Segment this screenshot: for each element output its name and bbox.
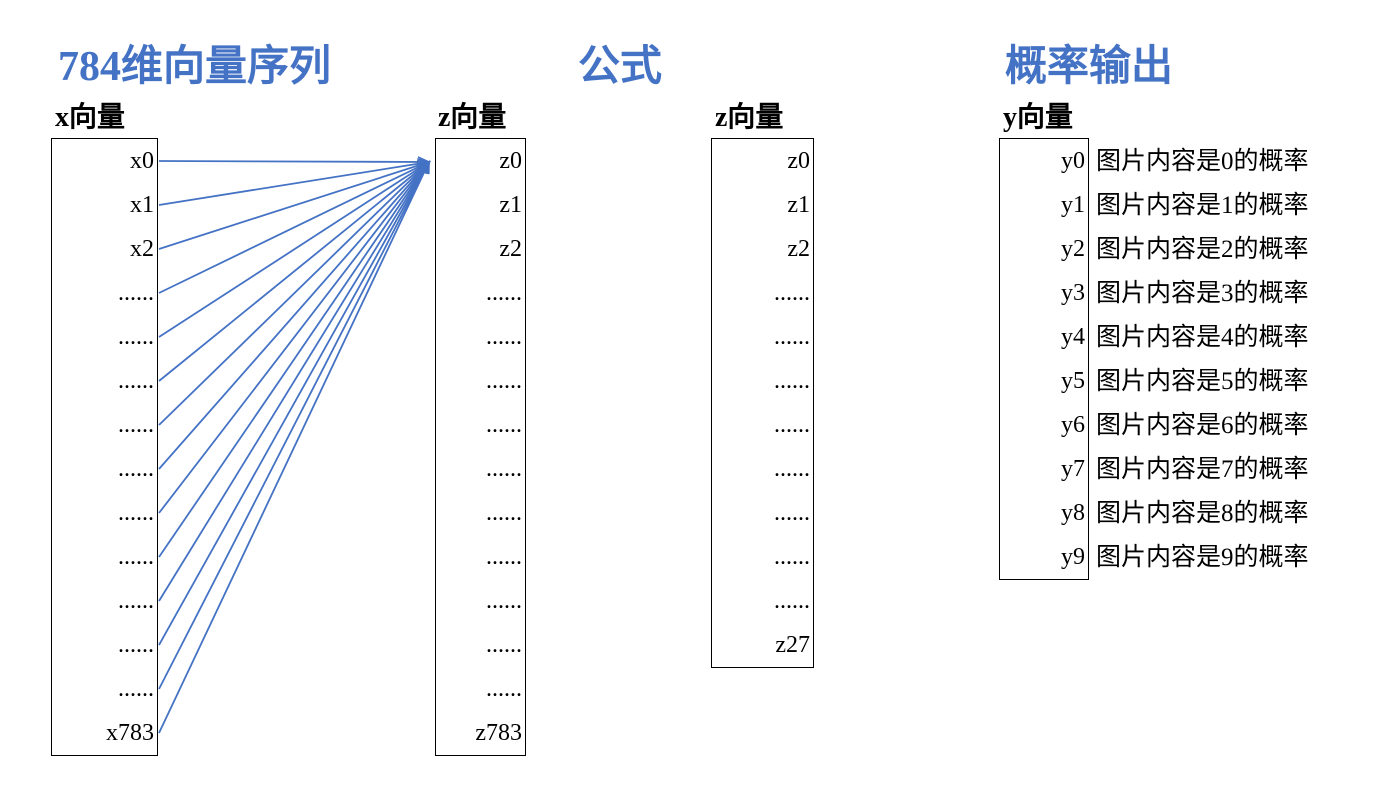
z-vector-first-label: z向量 (438, 102, 507, 133)
y-vector-cell: y2 (1061, 236, 1085, 262)
arrow-line (158, 160, 431, 338)
z-vector-cell: ...... (486, 324, 522, 350)
arrow-line (158, 160, 431, 602)
y-vector-row: y1 图片内容是1的概率 (1000, 183, 1309, 227)
x-vector-cell: ...... (118, 368, 154, 394)
probability-description: 图片内容是4的概率 (1096, 323, 1309, 351)
y-vector-cell: y0 (1061, 148, 1085, 174)
y-vector-label: y向量 (1003, 102, 1074, 133)
z-vector-cell: z783 (475, 720, 522, 746)
probability-description: 图片内容是2的概率 (1096, 235, 1309, 263)
y-vector-cell: y1 (1061, 192, 1085, 218)
z-vector-second-label: z向量 (715, 102, 784, 133)
arrow-line (158, 160, 431, 558)
arrow-line (158, 158, 431, 206)
probability-description: 图片内容是7的概率 (1096, 455, 1309, 483)
arrow-line (158, 160, 431, 382)
probability-description: 图片内容是0的概率 (1096, 147, 1309, 175)
probability-description: 图片内容是9的概率 (1096, 543, 1309, 571)
z-vector-cell: ...... (774, 412, 810, 438)
z-vector-cell: z0 (499, 148, 522, 174)
z-vector-cell: z0 (787, 148, 810, 174)
y-vector-row: y2 图片内容是2的概率 (1000, 227, 1309, 271)
y-vector-box: y0 图片内容是0的概率 y1 图片内容是1的概率 y2 图片内容是2的概率 y… (999, 138, 1309, 580)
z-vector-cell: ...... (486, 588, 522, 614)
x-vector-box: x0 x1 x2 ...... ...... ...... ...... ...… (51, 138, 158, 756)
y-vector-cell: y4 (1061, 324, 1085, 350)
arrow-line (158, 160, 430, 690)
z-vector-cell: z1 (787, 192, 810, 218)
y-vector-cell: y8 (1061, 500, 1085, 526)
y-vector-cell: y3 (1061, 280, 1085, 306)
heading-probability-output: 概率输出 (1005, 44, 1174, 90)
x-vector-cell: ...... (118, 280, 154, 306)
y-vector-cell: y6 (1061, 412, 1085, 438)
z-vector-cell: ...... (774, 324, 810, 350)
z-vector-cell: ...... (486, 412, 522, 438)
heading-input-sequence: 784维向量序列 (58, 44, 332, 90)
z-vector-cell: ...... (774, 368, 810, 394)
probability-description: 图片内容是6的概率 (1096, 411, 1309, 439)
z-vector-cell: ...... (774, 280, 810, 306)
x-vector-cell: ...... (118, 412, 154, 438)
z-vector-cell: ...... (486, 500, 522, 526)
x-vector-cell: ...... (118, 324, 154, 350)
y-vector-cell: y5 (1061, 368, 1085, 394)
x-vector-cell: x0 (130, 148, 154, 174)
x-vector-cell: ...... (118, 676, 154, 702)
x-vector-cell: ...... (118, 500, 154, 526)
y-vector-cell: y7 (1061, 456, 1085, 482)
z-vector-cell: z27 (775, 632, 810, 658)
probability-description: 图片内容是5的概率 (1096, 367, 1309, 395)
z-vector-cell: ...... (486, 632, 522, 658)
arrow-line (158, 160, 431, 470)
y-vector-row: y6 图片内容是6的概率 (1000, 403, 1309, 447)
z-vector-cell: ...... (774, 500, 810, 526)
z-vector-cell: z1 (499, 192, 522, 218)
x-vector-cell: ...... (118, 456, 154, 482)
z-vector-first-box: z0 z1 z2 ...... ...... ...... ...... ...… (435, 138, 526, 756)
arrow-line (158, 160, 430, 734)
x-vector-cell: ...... (118, 632, 154, 658)
y-vector-row: y9 图片内容是9的概率 (1000, 535, 1309, 579)
z-vector-second-box: z0 z1 z2 ...... ...... ...... ...... ...… (711, 138, 814, 668)
z-vector-cell: ...... (774, 544, 810, 570)
y-vector-row: y5 图片内容是5的概率 (1000, 359, 1309, 403)
y-vector-row: y3 图片内容是3的概率 (1000, 271, 1309, 315)
arrow-line (158, 159, 431, 250)
z-vector-cell: ...... (486, 544, 522, 570)
x-vector-cell: ...... (118, 544, 154, 570)
x-vector-label: x向量 (55, 102, 126, 133)
z-vector-cell: ...... (486, 280, 522, 306)
z-vector-cell: ...... (486, 676, 522, 702)
arrow-line (158, 161, 431, 294)
y-vector-row: y8 图片内容是8的概率 (1000, 491, 1309, 535)
z-vector-cell: z2 (499, 236, 522, 262)
z-vector-cell: ...... (486, 456, 522, 482)
probability-description: 图片内容是1的概率 (1096, 191, 1309, 219)
z-vector-cell: ...... (774, 456, 810, 482)
arrow-line (158, 156, 431, 168)
arrow-line (158, 160, 430, 646)
arrow-line (158, 160, 431, 426)
z-vector-cell: z2 (787, 236, 810, 262)
heading-formula: 公式 (578, 44, 663, 90)
z-vector-cell: ...... (486, 368, 522, 394)
y-vector-row: y7 图片内容是7的概率 (1000, 447, 1309, 491)
x-vector-cell: x783 (106, 720, 154, 746)
x-vector-cell: x1 (130, 192, 154, 218)
y-vector-row: y4 图片内容是4的概率 (1000, 315, 1309, 359)
probability-description: 图片内容是3的概率 (1096, 279, 1309, 307)
x-vector-cell: ...... (118, 588, 154, 614)
z-vector-cell: ...... (774, 588, 810, 614)
arrow-line (158, 160, 431, 514)
y-vector-cell: y9 (1061, 544, 1085, 570)
y-vector-row: y0 图片内容是0的概率 (1000, 139, 1309, 183)
x-vector-cell: x2 (130, 236, 154, 262)
probability-description: 图片内容是8的概率 (1096, 499, 1309, 527)
